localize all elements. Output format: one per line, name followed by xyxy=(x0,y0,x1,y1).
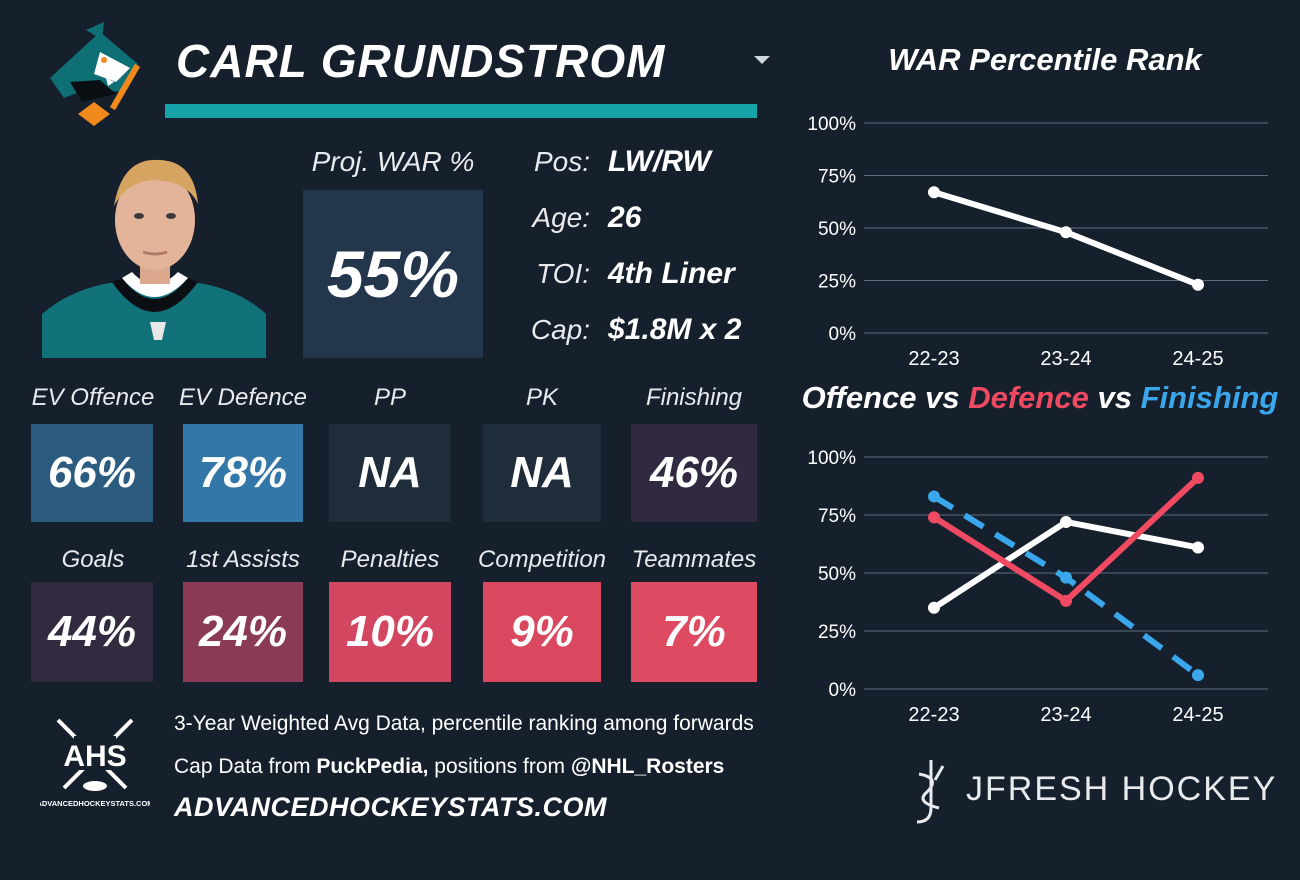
pk-label: PK xyxy=(525,384,558,411)
data-point xyxy=(928,511,940,524)
jfresh-hockey-brand: JFRESH HOCKEY xyxy=(966,770,1278,808)
pp-tile: NA xyxy=(329,424,451,522)
ev-offence-value: 66% xyxy=(47,448,137,497)
penalties-tile: 10% xyxy=(329,582,451,682)
projected-war-label: Proj. WAR % xyxy=(311,146,475,177)
title-part-offence: Offence xyxy=(801,380,917,415)
advancedhockeystats-url: ADVANCEDHOCKEYSTATS.COM xyxy=(174,792,608,822)
first-assists-value: 24% xyxy=(198,607,288,656)
team-logo-icon xyxy=(30,22,158,130)
title-part-vs-1: vs xyxy=(916,380,969,415)
finishing-tile: 46% xyxy=(631,424,757,522)
name-underline xyxy=(165,104,757,118)
first-assists-tile: 24% xyxy=(183,582,303,682)
war-chart-title: WAR Percentile Rank xyxy=(888,42,1202,77)
penalties-label: Penalties xyxy=(340,546,440,573)
offence-defence-finishing-chart-title: Offence vs Defence vs Finishing xyxy=(780,380,1300,416)
toi-value: 4th Liner xyxy=(608,257,735,290)
player-name: CARL GRUNDSTROM xyxy=(176,35,666,87)
series-line-0 xyxy=(931,189,1201,288)
y-tick-label: 0% xyxy=(829,680,857,701)
teammates-value: 7% xyxy=(662,607,726,656)
y-tick-label: 75% xyxy=(818,167,856,188)
finishing-value: 46% xyxy=(649,448,739,497)
y-tick-label: 50% xyxy=(818,219,856,240)
y-tick-label: 25% xyxy=(818,622,856,643)
competition-tile: 9% xyxy=(483,582,601,682)
data-point xyxy=(1060,226,1072,239)
position-value: LW/RW xyxy=(608,145,711,178)
y-tick-label: 100% xyxy=(807,448,856,469)
teammates-label: Teammates xyxy=(631,546,757,573)
war-percentile-chart: 0% 25% 50% 75% 100% 22-23 23-24 24-25 xyxy=(807,114,1268,370)
data-point xyxy=(1060,594,1072,607)
data-point xyxy=(928,601,940,614)
competition-value: 9% xyxy=(510,607,574,656)
x-tick-label: 22-23 xyxy=(908,348,959,370)
penalties-value: 10% xyxy=(345,607,435,656)
y-tick-label: 100% xyxy=(807,114,856,135)
cap-value: $1.8M x 2 xyxy=(608,313,742,346)
age-value: 26 xyxy=(608,201,642,234)
chevron-down-icon[interactable] xyxy=(754,56,770,64)
age-label: Age: xyxy=(532,202,590,233)
competition-label: Competition xyxy=(477,546,607,573)
ev-defence-value: 78% xyxy=(198,448,288,497)
pp-label: PP xyxy=(373,384,406,411)
x-tick-label: 23-24 xyxy=(1040,348,1091,370)
toi-label: TOI: xyxy=(536,258,590,289)
data-point xyxy=(1192,278,1204,291)
title-part-vs-2: vs xyxy=(1088,380,1141,415)
pk-value: NA xyxy=(510,448,574,497)
data-point xyxy=(1192,669,1204,682)
goals-label: Goals xyxy=(61,546,125,573)
y-tick-label: 0% xyxy=(829,324,857,345)
data-point xyxy=(1192,471,1204,484)
data-point xyxy=(1060,515,1072,528)
goals-tile: 44% xyxy=(31,582,153,682)
position-label: Pos: xyxy=(533,146,590,177)
y-tick-label: 75% xyxy=(818,506,856,527)
player-photo xyxy=(42,146,266,358)
puckpedia-source: PuckPedia, xyxy=(316,755,429,778)
pp-value: NA xyxy=(358,448,422,497)
ahs-logo-subtext: ADVANCEDHOCKEYSTATS.COM xyxy=(40,799,150,808)
ev-offence-label: EV Offence xyxy=(31,384,155,411)
y-tick-label: 25% xyxy=(818,272,856,293)
finishing-label: Finishing xyxy=(645,384,743,411)
ahs-logo-icon: AHS ADVANCEDHOCKEYSTATS.COM xyxy=(36,714,154,814)
y-tick-label: 50% xyxy=(818,564,856,585)
goals-value: 44% xyxy=(47,607,137,656)
jfresh-mark-icon xyxy=(905,758,957,830)
x-tick-label: 24-25 xyxy=(1172,348,1223,370)
ahs-logo-text: AHS xyxy=(63,740,126,773)
footer-sources-note: Cap Data from PuckPedia, positions from … xyxy=(174,755,724,779)
nhl-rosters-source: @NHL_Rosters xyxy=(570,755,725,778)
footer-methodology-note: 3-Year Weighted Avg Data, percentile ran… xyxy=(174,712,754,735)
ev-offence-tile: 66% xyxy=(31,424,153,522)
footer-sources-middle: positions from xyxy=(428,755,571,778)
title-part-finishing: Finishing xyxy=(1140,380,1279,415)
ev-defence-tile: 78% xyxy=(183,424,303,522)
x-tick-label: 24-25 xyxy=(1172,704,1223,726)
projected-war-value: 55% xyxy=(326,237,460,311)
data-point xyxy=(1060,571,1072,584)
data-point xyxy=(928,186,940,199)
teammates-tile: 7% xyxy=(631,582,757,682)
footer-sources-prefix: Cap Data from xyxy=(174,755,317,778)
projected-war-box: 55% xyxy=(303,190,483,358)
offence-defence-finishing-chart: 0% 25% 50% 75% 100% 22-23 23-24 24-25 xyxy=(807,448,1268,726)
data-point xyxy=(1192,541,1204,554)
pk-tile: NA xyxy=(483,424,601,522)
first-assists-label: 1st Assists xyxy=(186,546,300,573)
x-tick-label: 23-24 xyxy=(1040,704,1091,726)
cap-label: Cap: xyxy=(530,314,590,345)
ev-defence-label: EV Defence xyxy=(178,384,308,411)
x-tick-label: 22-23 xyxy=(908,704,959,726)
data-point xyxy=(928,490,940,503)
title-part-defence: Defence xyxy=(968,380,1089,415)
